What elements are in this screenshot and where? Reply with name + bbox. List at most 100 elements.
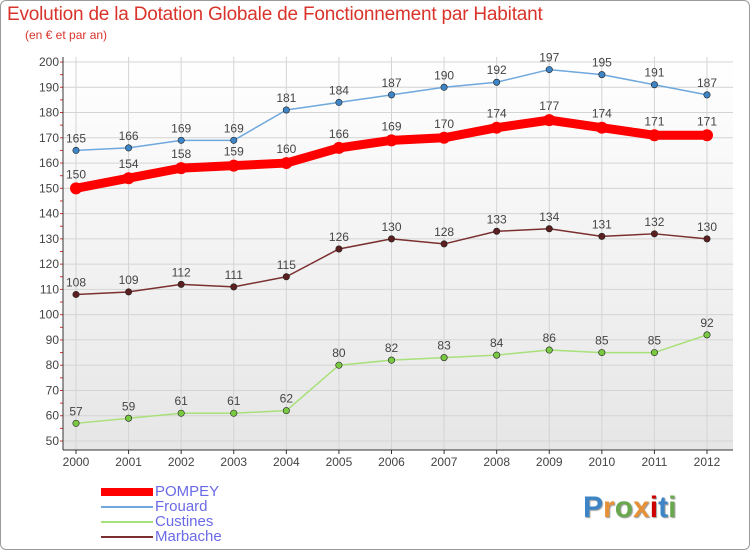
data-label-pompey-2001: 154 <box>119 157 139 171</box>
legend-swatch-pompey <box>101 488 153 496</box>
data-label-pompey-2011: 171 <box>644 114 664 128</box>
point-frouard-2004 <box>282 106 290 114</box>
xtick-label-2004: 2004 <box>273 455 300 469</box>
data-label-custines-2000: 57 <box>69 404 83 418</box>
data-label-frouard-2004: 181 <box>276 91 296 105</box>
xtick-label-2011: 2011 <box>642 455 668 469</box>
point-pompey-2003 <box>227 159 240 172</box>
data-label-custines-2003: 61 <box>227 394 241 408</box>
logo-letter: o <box>614 491 634 524</box>
point-marbache-2002 <box>177 280 185 288</box>
xtick-label-2001: 2001 <box>115 455 142 469</box>
data-label-marbache-2011: 132 <box>644 215 664 229</box>
data-label-frouard-2007: 190 <box>434 68 454 82</box>
axes: 50 60 70 80 90 100 110 120 130 140 150 160 170 180 190… <box>39 55 733 469</box>
data-label-frouard-2003: 169 <box>224 121 244 135</box>
point-pompey-2008 <box>490 121 503 134</box>
legend-label-marbache: Marbache <box>155 528 222 545</box>
legend-label-frouard: Frouard <box>155 498 208 515</box>
point-pompey-2005 <box>332 141 345 154</box>
data-label-pompey-2000: 150 <box>66 167 86 181</box>
point-marbache-2012 <box>703 235 711 243</box>
xtick-label-2003: 2003 <box>220 455 247 469</box>
data-label-frouard-2000: 165 <box>66 131 86 145</box>
ytick-label-50: 50 <box>46 434 60 448</box>
ytick-label-160: 160 <box>39 156 59 170</box>
point-marbache-2009 <box>545 225 553 233</box>
point-marbache-2008 <box>493 227 501 235</box>
logo-letter: P <box>583 491 604 524</box>
point-custines-2007 <box>440 354 448 362</box>
xtick-label-2009: 2009 <box>536 455 563 469</box>
point-custines-2006 <box>387 356 395 364</box>
data-label-pompey-2012: 171 <box>697 114 717 128</box>
ytick-label-140: 140 <box>39 207 59 221</box>
point-marbache-2007 <box>440 240 448 248</box>
data-labels: 165 166 169 169 181 184 187 190 192 197 195 191 187 5… <box>66 51 717 419</box>
point-frouard-2005 <box>335 98 343 106</box>
chart-title: Evolution de la Dotation Globale de Fonc… <box>7 4 543 25</box>
point-custines-2011 <box>650 349 658 357</box>
point-marbache-2003 <box>230 283 238 291</box>
data-label-marbache-2000: 108 <box>66 275 86 289</box>
chart-subtitle: (en € et par an) <box>25 28 108 42</box>
data-label-pompey-2004: 160 <box>276 142 296 156</box>
grid-lines <box>63 57 733 450</box>
legend-item-pompey: POMPEY <box>101 484 321 501</box>
point-custines-2000 <box>72 419 80 427</box>
data-label-marbache-2012: 130 <box>697 220 717 234</box>
point-pompey-2011 <box>648 129 661 142</box>
data-label-marbache-2009: 134 <box>539 210 559 224</box>
data-label-custines-2009: 86 <box>543 331 557 345</box>
logo-letter: i <box>668 491 677 524</box>
data-label-custines-2012: 92 <box>700 316 714 330</box>
data-label-marbache-2007: 128 <box>434 225 454 239</box>
point-pompey-2004 <box>280 157 293 170</box>
xtick-label-2006: 2006 <box>378 455 405 469</box>
proxiti-logo: Proxiti <box>583 491 676 525</box>
data-label-frouard-2001: 166 <box>119 129 139 143</box>
point-pompey-2012 <box>701 129 713 142</box>
data-label-frouard-2012: 187 <box>697 76 717 90</box>
legend-item-custines: Custines <box>101 514 321 531</box>
data-label-pompey-2007: 170 <box>434 117 454 131</box>
point-custines-2012 <box>703 331 711 339</box>
data-label-pompey-2005: 166 <box>329 127 349 141</box>
legend-swatch-frouard <box>101 506 153 508</box>
ytick-label-80: 80 <box>46 358 60 372</box>
point-marbache-2011 <box>650 230 658 238</box>
data-label-marbache-2008: 133 <box>487 212 507 226</box>
point-frouard-2010 <box>598 71 606 79</box>
data-label-custines-2008: 84 <box>490 336 504 350</box>
data-label-pompey-2006: 169 <box>381 119 401 133</box>
xtick-label-2008: 2008 <box>483 455 510 469</box>
point-marbache-2010 <box>598 232 606 240</box>
data-label-marbache-2002: 112 <box>172 265 191 279</box>
data-label-frouard-2008: 192 <box>487 63 507 77</box>
point-marbache-2004 <box>282 273 290 281</box>
series-lines <box>70 66 713 427</box>
ytick-label-110: 110 <box>40 282 59 296</box>
data-label-pompey-2003: 159 <box>224 145 244 159</box>
ytick-label-90: 90 <box>46 333 60 347</box>
point-pompey-2000 <box>70 182 82 195</box>
data-label-custines-2010: 85 <box>595 334 609 348</box>
data-label-custines-2007: 83 <box>437 339 451 353</box>
data-label-pompey-2002: 158 <box>171 147 191 161</box>
data-label-custines-2002: 61 <box>174 394 188 408</box>
data-label-custines-2005: 80 <box>332 346 346 360</box>
point-custines-2002 <box>177 409 185 417</box>
point-custines-2004 <box>282 407 290 415</box>
data-label-custines-2011: 85 <box>648 334 662 348</box>
ytick-label-200: 200 <box>39 55 59 69</box>
point-pompey-2002 <box>175 162 188 175</box>
point-pompey-2006 <box>385 134 398 147</box>
xtick-label-2007: 2007 <box>431 455 458 469</box>
ytick-label-170: 170 <box>39 131 59 145</box>
ytick-label-120: 120 <box>39 257 59 271</box>
point-pompey-2001 <box>122 172 135 185</box>
point-custines-2010 <box>598 349 606 357</box>
point-frouard-2003 <box>230 136 238 144</box>
data-label-frouard-2009: 197 <box>539 51 559 65</box>
